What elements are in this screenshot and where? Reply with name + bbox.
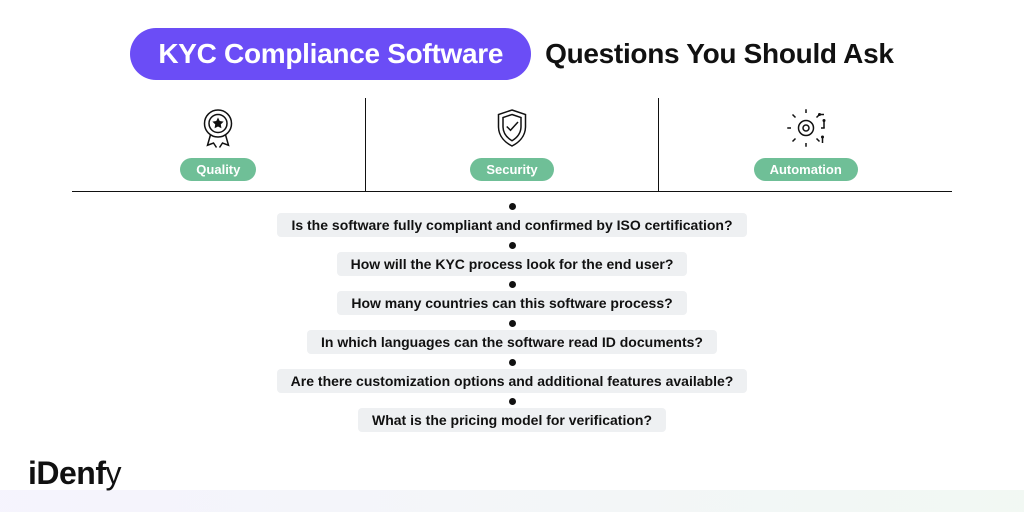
bullet-dot bbox=[509, 398, 516, 405]
question-item: Are there customization options and addi… bbox=[277, 369, 748, 393]
question-item: How many countries can this software pro… bbox=[337, 291, 686, 315]
question-item: How will the KYC process look for the en… bbox=[337, 252, 688, 276]
bullet-dot bbox=[509, 281, 516, 288]
brand-logo: iDenfy bbox=[28, 455, 121, 492]
category-label: Security bbox=[470, 158, 553, 181]
category-automation: Automation bbox=[658, 98, 952, 191]
questions-list: Is the software fully compliant and conf… bbox=[0, 198, 1024, 432]
question-item: What is the pricing model for verificati… bbox=[358, 408, 666, 432]
question-item: Is the software fully compliant and conf… bbox=[277, 213, 746, 237]
gear-icon bbox=[782, 104, 830, 152]
category-security: Security bbox=[365, 98, 659, 191]
bullet-dot bbox=[509, 203, 516, 210]
badge-icon bbox=[194, 104, 242, 152]
footer-gradient bbox=[0, 490, 1024, 512]
categories-row: Quality Security Automation bbox=[72, 98, 952, 192]
category-label: Automation bbox=[754, 158, 858, 181]
header: KYC Compliance Software Questions You Sh… bbox=[0, 0, 1024, 80]
shield-icon bbox=[488, 104, 536, 152]
question-item: In which languages can the software read… bbox=[307, 330, 717, 354]
bullet-dot bbox=[509, 242, 516, 249]
bullet-dot bbox=[509, 359, 516, 366]
category-quality: Quality bbox=[72, 98, 365, 191]
subtitle: Questions You Should Ask bbox=[545, 38, 894, 70]
title-pill: KYC Compliance Software bbox=[130, 28, 531, 80]
bullet-dot bbox=[509, 320, 516, 327]
category-label: Quality bbox=[180, 158, 256, 181]
